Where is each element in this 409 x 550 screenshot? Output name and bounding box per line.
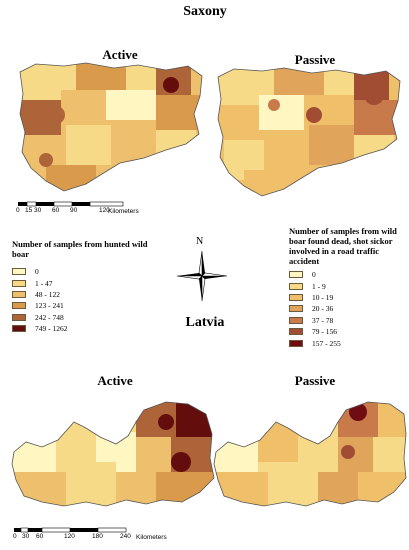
- saxony-scale-unit: Kilometers: [108, 208, 139, 215]
- legend-passive: Number of samples from wild boar found d…: [289, 226, 407, 349]
- legend-swatch: [12, 313, 26, 321]
- compass-rose-icon: [176, 250, 228, 302]
- legend-label: 1 - 9: [312, 281, 326, 291]
- legend-label: 79 - 156: [312, 327, 337, 337]
- saxony-scale-tick-60: 60: [52, 207, 60, 214]
- saxony-scale-tick-120: 120: [99, 207, 110, 214]
- latvia-scale-unit: Kilometers: [136, 534, 167, 541]
- legend-hunted-title: Number of samples from hunted wild boar: [12, 239, 148, 259]
- latvia-scale-bar: [14, 527, 127, 533]
- legend-hunted-item: 1 - 47: [12, 277, 162, 288]
- legend-hunted-item: 242 - 748: [12, 312, 162, 323]
- latvia-scale-tick-120: 120: [64, 533, 75, 540]
- legend-passive-item: 0: [289, 269, 407, 280]
- legend-label: 20 - 36: [312, 304, 334, 314]
- legend-hunted-item: 123 - 241: [12, 300, 162, 311]
- legend-swatch: [12, 279, 26, 287]
- latvia-title: Latvia: [185, 315, 225, 330]
- legend-swatch: [289, 328, 303, 336]
- saxony-title: Saxony: [183, 4, 227, 19]
- latvia-scale-tick-60: 60: [36, 533, 44, 540]
- legend-swatch: [289, 271, 303, 279]
- latvia-passive-title: Passive: [294, 373, 336, 388]
- legend-label: 749 - 1262: [35, 324, 68, 334]
- legend-label: 48 - 122: [35, 289, 60, 299]
- legend-hunted-item: 0: [12, 266, 162, 277]
- legend-passive-item: 157 - 255: [289, 337, 407, 348]
- legend-hunted: Number of samples from hunted wild boar …: [12, 239, 162, 334]
- saxony-scale-tick-90: 90: [70, 207, 78, 214]
- legend-swatch: [289, 293, 303, 301]
- legend-hunted-item: 749 - 1262: [12, 323, 162, 334]
- legend-swatch: [289, 282, 303, 290]
- legend-swatch: [289, 316, 303, 324]
- legend-passive-title: Number of samples from wild boar found d…: [289, 226, 397, 266]
- latvia-active-map: [11, 401, 215, 507]
- legend-passive-item: 37 - 78: [289, 315, 407, 326]
- legend-label: 242 - 748: [35, 312, 64, 322]
- legend-swatch: [12, 268, 26, 276]
- legend-label: 0: [35, 267, 39, 277]
- saxony-scale-tick-15: 15: [25, 207, 33, 214]
- legend-passive-item: 79 - 156: [289, 326, 407, 337]
- legend-swatch: [289, 305, 303, 313]
- legend-hunted-item: 48 - 122: [12, 289, 162, 300]
- latvia-scale-tick-180: 180: [92, 533, 103, 540]
- legend-passive-item: 20 - 36: [289, 303, 407, 314]
- saxony-passive-map: [217, 67, 401, 197]
- latvia-scale-tick-30: 30: [22, 533, 30, 540]
- compass-north-label: N: [196, 236, 204, 247]
- saxony-scale-bar: [18, 201, 124, 207]
- legend-label: 157 - 255: [312, 338, 341, 348]
- saxony-active-title: Active: [102, 47, 138, 62]
- latvia-passive-map: [213, 401, 407, 507]
- legend-passive-item: 10 - 19: [289, 292, 407, 303]
- legend-label: 123 - 241: [35, 301, 64, 311]
- saxony-scale-tick-0: 0: [16, 207, 20, 214]
- legend-swatch: [12, 302, 26, 310]
- legend-label: 10 - 19: [312, 292, 334, 302]
- legend-passive-item: 1 - 9: [289, 280, 407, 291]
- latvia-scale-tick-0: 0: [13, 533, 17, 540]
- saxony-scale-tick-30: 30: [34, 207, 42, 214]
- legend-swatch: [12, 290, 26, 298]
- legend-label: 1 - 47: [35, 278, 53, 288]
- saxony-passive-title: Passive: [294, 52, 336, 67]
- legend-label: 37 - 78: [312, 315, 334, 325]
- latvia-scale-tick-240: 240: [120, 533, 131, 540]
- legend-swatch: [289, 339, 303, 347]
- legend-swatch: [12, 325, 26, 333]
- legend-label: 0: [312, 270, 316, 280]
- latvia-active-title: Active: [97, 373, 133, 388]
- saxony-active-map: [19, 62, 203, 192]
